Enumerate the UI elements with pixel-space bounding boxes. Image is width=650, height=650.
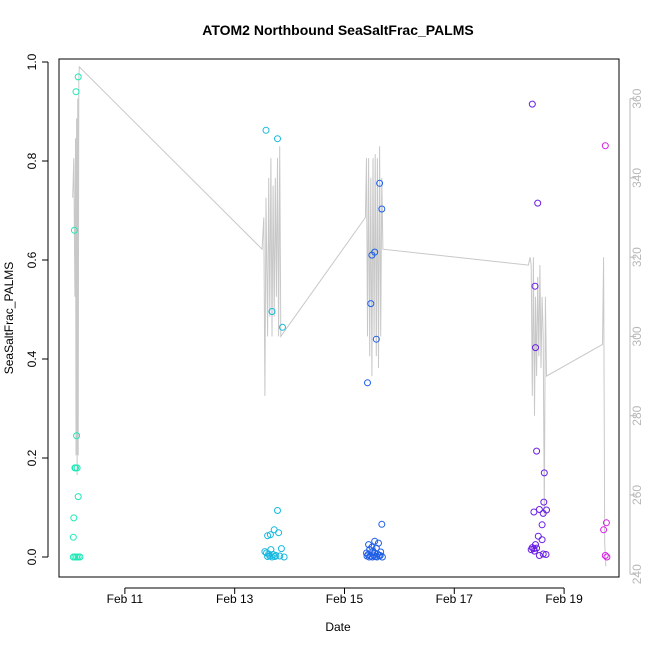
data-point xyxy=(378,205,386,213)
y2-tick-label: 300 xyxy=(630,326,644,346)
data-point xyxy=(378,520,386,528)
data-point xyxy=(601,552,609,559)
x-tick-label: Feb 13 xyxy=(216,592,254,606)
data-point xyxy=(530,508,538,516)
data-point xyxy=(69,533,77,541)
x-tick-label: Feb 15 xyxy=(326,592,364,606)
data-point xyxy=(376,179,384,187)
y2-tick-label: 360 xyxy=(630,88,644,108)
y-axis-title: SeaSaltFrac_PALMS xyxy=(2,262,16,375)
y-tick-label: 0.0 xyxy=(25,548,39,565)
data-point xyxy=(368,251,376,259)
data-point xyxy=(532,344,539,352)
data-point xyxy=(262,126,270,134)
data-point xyxy=(367,300,375,308)
data-point xyxy=(603,553,611,561)
data-point xyxy=(528,100,536,108)
data-point xyxy=(271,553,279,560)
data-point xyxy=(540,469,548,477)
data-point xyxy=(376,552,384,559)
data-point xyxy=(70,514,78,522)
data-point xyxy=(277,545,285,553)
data-point xyxy=(268,308,276,315)
data-point xyxy=(535,506,543,513)
data-point xyxy=(533,544,541,552)
data-point xyxy=(538,521,546,529)
data-point xyxy=(73,432,81,440)
data-point xyxy=(535,552,543,559)
y2-tick-label: 340 xyxy=(630,168,644,188)
data-point xyxy=(540,498,548,506)
data-point xyxy=(74,73,82,81)
data-point xyxy=(602,519,610,527)
y2-tick-label: 260 xyxy=(630,485,644,505)
data-point xyxy=(533,447,541,455)
data-point xyxy=(372,335,380,343)
data-point xyxy=(364,379,371,387)
y2-tick-label: 280 xyxy=(630,405,644,425)
x-axis-title: Date xyxy=(325,620,351,634)
data-point xyxy=(538,536,546,544)
y2-tick-label: 240 xyxy=(630,564,644,584)
data-point xyxy=(275,529,283,537)
data-point xyxy=(531,282,539,290)
chart-title: ATOM2 Northbound SeaSaltFrac_PALMS xyxy=(202,22,473,38)
data-point xyxy=(264,532,272,540)
flight-track-line xyxy=(72,65,607,567)
y-tick-label: 0.4 xyxy=(25,350,39,367)
data-point xyxy=(276,552,284,560)
data-point xyxy=(542,551,550,558)
data-point xyxy=(371,549,379,557)
data-point xyxy=(371,537,379,545)
data-point xyxy=(539,550,547,558)
data-point xyxy=(363,552,371,560)
data-point xyxy=(74,493,82,501)
plot-frame xyxy=(58,58,620,578)
x-tick-label: Feb 17 xyxy=(436,592,474,606)
y-tick-label: 0.6 xyxy=(25,251,39,268)
data-point xyxy=(72,464,79,472)
data-point xyxy=(280,553,288,561)
y-tick-label: 0.2 xyxy=(25,449,39,466)
data-point xyxy=(373,553,381,561)
y-tick-label: 0.8 xyxy=(25,152,39,169)
data-point xyxy=(72,88,80,96)
x-tick-label: Feb 11 xyxy=(107,592,144,606)
data-point xyxy=(266,552,274,560)
data-point xyxy=(600,526,608,534)
data-point xyxy=(70,226,78,234)
x-tick-label: Feb 19 xyxy=(545,592,583,606)
data-point xyxy=(76,553,84,561)
data-point xyxy=(534,199,542,207)
y-tick-label: 1.0 xyxy=(25,53,39,70)
data-point xyxy=(539,509,547,517)
data-point xyxy=(274,507,281,514)
data-point xyxy=(274,135,281,143)
data-point xyxy=(279,323,286,331)
data-point xyxy=(534,532,542,540)
data-point xyxy=(601,142,609,150)
y2-tick-label: 320 xyxy=(630,247,644,267)
